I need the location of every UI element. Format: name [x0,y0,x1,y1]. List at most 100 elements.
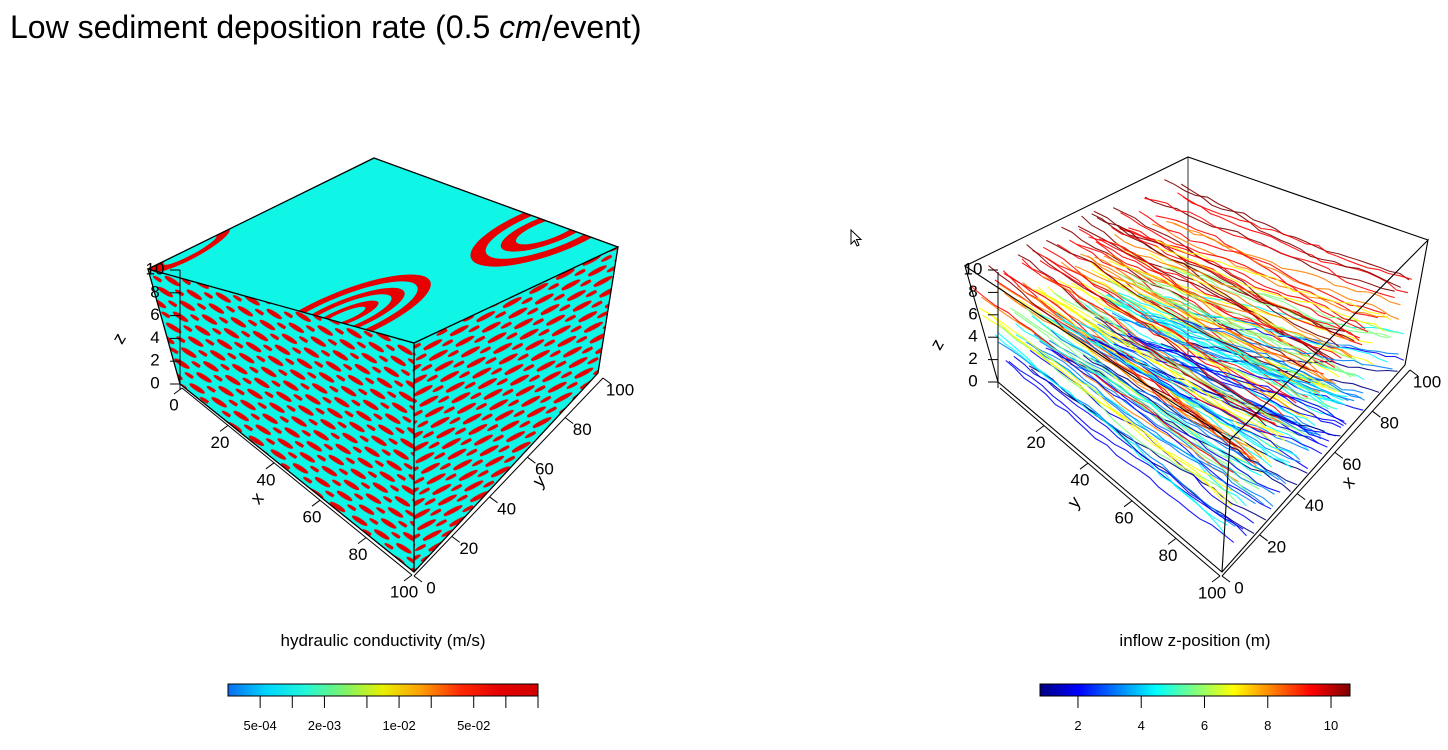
streamlines [970,179,1412,543]
z-axis-tick-label: 2 [150,351,159,370]
streamline [1125,335,1345,422]
streamline [1111,226,1360,341]
streamline [1061,261,1300,416]
streamline [1098,238,1342,359]
y-axis-tick-label: 40 [1071,471,1090,490]
x-axis-tick-label: 100 [1413,372,1441,391]
cube-faces [147,157,619,573]
streamline [1119,228,1369,333]
x-axis-tick [1296,493,1306,501]
left-colorbar-label: hydraulic conductivity (m/s) [280,631,485,650]
colorbar-tick-label: 5e-02 [457,718,490,733]
colorbar-gradient [227,683,539,697]
streamline [986,311,1233,507]
x-axis-title: x [1338,472,1359,493]
colorbar-tick-label: 6 [1201,718,1208,733]
colorbar-tick-label: 2e-03 [308,718,341,733]
streamline [1087,255,1333,384]
colorbar-gradient [1039,683,1351,697]
z-axis-tick-label: 4 [968,327,977,346]
x-axis-tick [219,424,229,432]
streamline [1021,258,1276,425]
title-prefix: Low sediment deposition rate (0.5 [10,9,500,45]
streamline [1117,292,1348,398]
y-axis-tick-label: 80 [573,420,592,439]
colorbar-tick-label: 10 [1324,718,1338,733]
y-axis-tick [451,536,461,543]
streamline [1015,323,1262,477]
colorbar-tick-label: 1e-02 [382,718,415,733]
streamline [1112,207,1355,342]
z-axis-title: z [108,329,130,347]
streamline [1118,318,1355,402]
streamline [1105,294,1329,410]
z-axis-tick-label: 8 [968,282,977,301]
x-axis-tick [1334,451,1344,459]
streamline [1055,312,1297,457]
z-axis-tick-label: 6 [968,304,977,323]
z-axis-tick-label: 2 [968,349,977,368]
right-colorbar-label: inflow z-position (m) [1119,631,1270,650]
streamline [1097,323,1322,437]
x-axis-tick-label: 20 [1267,537,1286,556]
x-axis-tick-label: 60 [1342,455,1361,474]
streamline [1173,223,1400,320]
streamline [1144,197,1395,299]
streamline [1032,250,1279,419]
title-unit: cm [499,9,542,45]
streamline [994,334,1228,526]
streamline [1015,334,1247,507]
streamline [1148,252,1375,366]
streamline [1179,319,1405,361]
x-axis-tick-label: 20 [211,433,230,452]
y-axis-tick [1211,575,1221,583]
y-axis-title: y [1063,492,1084,512]
y-axis-tick-label: 40 [497,499,516,518]
streamline [1036,289,1286,442]
streamline [1050,329,1287,485]
colorbar-tick-label: 5e-04 [244,718,277,733]
y-axis-tick-label: 80 [1159,546,1178,565]
y-axis-tick [1035,425,1045,433]
x-axis-tick [1372,410,1381,418]
x-axis-tick [311,499,321,507]
streamline [1099,344,1323,455]
y-axis-tick-label: 20 [1027,433,1046,452]
x-axis-tick [1259,534,1268,542]
x-axis-tick [1221,575,1231,583]
y-axis-tick-label: 60 [1115,508,1134,527]
streamline [1177,192,1412,280]
x-axis-title: x [246,488,267,508]
streamline [1023,305,1258,486]
streamline [1115,242,1353,359]
y-axis-tick [413,575,423,583]
streamline [1067,331,1301,463]
x-axis-tick [357,537,367,544]
z-axis-tick-label: 0 [150,373,159,392]
x-axis-tick [173,387,183,395]
title-suffix: event) [552,9,642,45]
x-axis-tick [265,462,275,470]
streamline [1031,315,1271,477]
page-title: Low sediment deposition rate (0.5 cm/eve… [10,8,642,46]
streamline [1151,223,1388,318]
streamline [1046,239,1311,384]
z-axis-tick-label: 8 [150,282,159,301]
x-axis-tick-label: 0 [1234,578,1243,597]
x-axis-tick-label: 60 [303,508,322,527]
cube-left-face [148,269,414,572]
streamline [1155,215,1386,315]
y-axis-tick-label: 60 [535,460,554,479]
z-axis-tick-label: 4 [150,328,159,347]
y-axis-tick-label: 0 [426,578,435,597]
y-axis-tick [1123,500,1133,508]
streamline [1127,333,1344,427]
streamline [1147,342,1364,411]
streamline [1013,355,1244,530]
mouse-pointer-icon [850,229,863,247]
streamline [1057,243,1301,398]
y-axis-tick-label: 100 [606,380,634,399]
streamline [1045,256,1297,404]
y-axis-tick [564,417,574,425]
